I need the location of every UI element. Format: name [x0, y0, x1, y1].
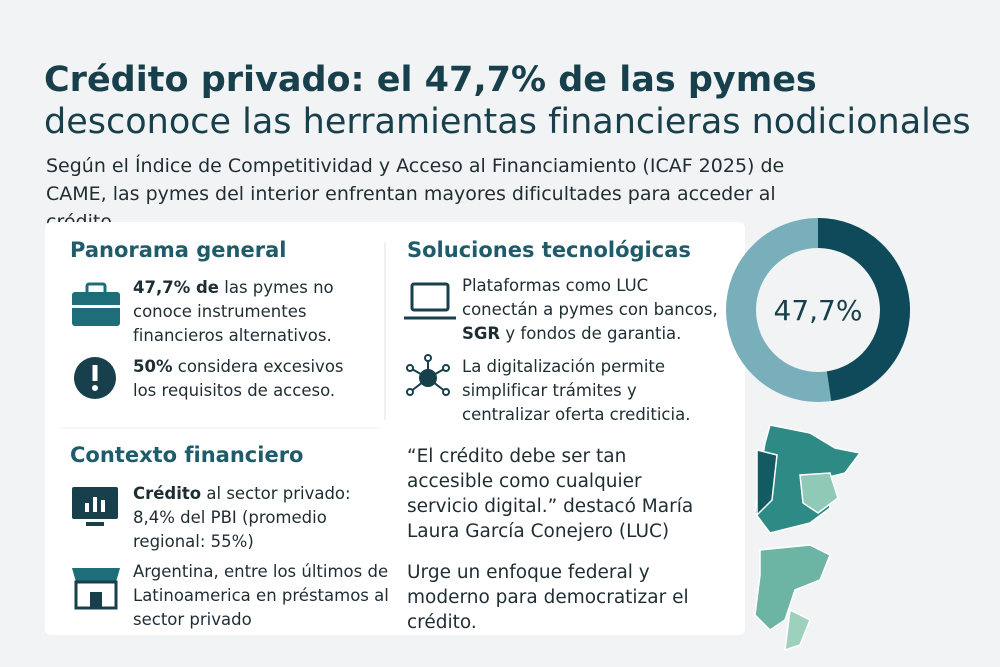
item: La digitalización permite simplificar tr…: [462, 355, 727, 427]
section-heading: Panorama general: [70, 238, 287, 262]
icon-briefcase: [72, 282, 120, 326]
icon-network: [406, 354, 450, 396]
item: Crédito al sector privado: 8,4% del PBI …: [133, 482, 358, 554]
map: [754, 424, 862, 652]
icon-laptop: [404, 282, 456, 320]
donut-chart: 47,7%: [726, 218, 910, 402]
item: 47,7% de las pymes no conoce instrumente…: [133, 276, 353, 348]
section-heading: Contexto financiero: [70, 443, 304, 467]
donut-label: 47,7%: [774, 294, 863, 327]
text: al sector privado: 8,4% del PBI (promedi…: [133, 484, 351, 551]
title: Crédito privado: el 47,7% de las pymes: [44, 60, 817, 100]
text: considera excesivos los requisitos de ac…: [133, 357, 344, 400]
text: La digitalización permite simplificar tr…: [462, 357, 691, 424]
text: y fondos de garantia.: [500, 324, 682, 343]
title-line2: desconoce las herramientas financieras n…: [44, 102, 971, 142]
icon-store: [72, 568, 120, 610]
item: Plataformas como LUC conectán a pymes co…: [462, 274, 727, 346]
item: 50% considera excesivos los requisitos d…: [133, 355, 353, 403]
donut-slice: [817, 218, 910, 402]
bold-text: Crédito: [133, 484, 202, 503]
icon-alert: [74, 357, 116, 399]
text: Argentina, entre los últimos de Latinoam…: [133, 562, 389, 629]
conclusion: Urge un enfoque federal y moderno para d…: [407, 562, 689, 633]
section-heading: Soluciones tecnológicas: [407, 238, 691, 262]
bold-text: 50%: [133, 357, 173, 376]
item: Argentina, entre los últimos de Latinoam…: [133, 560, 393, 632]
icon-monitor: [72, 487, 118, 526]
subtitle: Según el Índice de Competitividad y Acce…: [46, 155, 785, 233]
text: Plataformas como LUC conectán a pymes co…: [462, 276, 718, 319]
text: las pymes no conoce instrumentes financi…: [133, 278, 334, 345]
bold-text: SGR: [462, 324, 501, 343]
bold-text: 47,7% de: [133, 278, 219, 297]
quote: “El crédito debe ser tan accesible como …: [407, 446, 694, 542]
